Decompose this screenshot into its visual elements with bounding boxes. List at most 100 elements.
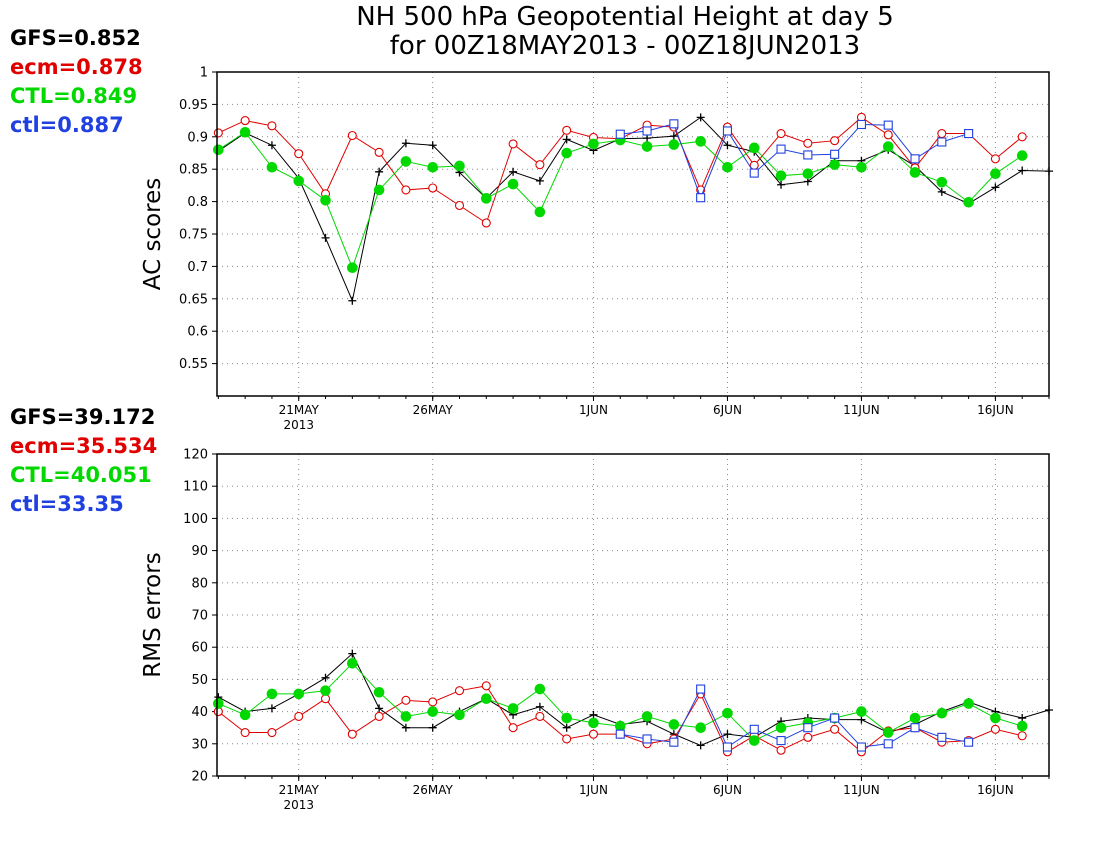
- data-point: [937, 137, 947, 147]
- data-point: [723, 141, 732, 150]
- data-point: [642, 126, 652, 136]
- y-tick-label: 70: [191, 609, 208, 624]
- y-tick-label: 60: [191, 641, 208, 656]
- data-point: [400, 156, 412, 167]
- data-point: [641, 141, 653, 152]
- data-point: [883, 130, 893, 140]
- data-point: [696, 741, 705, 750]
- data-point: [427, 706, 439, 717]
- data-point: [562, 734, 572, 744]
- y-tick-label: 0.85: [179, 163, 208, 178]
- data-point: [535, 160, 545, 170]
- data-point: [562, 125, 572, 135]
- data-point: [722, 707, 733, 719]
- data-point: [562, 723, 571, 732]
- y-tick-label: 20: [191, 770, 208, 785]
- series-line-gfs: [218, 652, 1050, 746]
- data-point: [588, 138, 599, 150]
- legend-ctl-lower: ctl=0.887: [10, 113, 124, 137]
- data-point: [829, 159, 840, 170]
- data-point: [775, 722, 787, 734]
- data-point: [803, 138, 813, 148]
- y-tick-label: 80: [191, 576, 208, 591]
- plot-frame: [216, 71, 1050, 397]
- y-tick-label: 90: [191, 544, 208, 559]
- data-point: [213, 144, 224, 156]
- rms-error-legend: GFS=39.172 ecm=35.534 CTL=40.051 ctl=33.…: [10, 403, 157, 519]
- data-point: [428, 723, 437, 732]
- legend-ecm: ecm=35.534: [10, 434, 158, 458]
- data-point: [990, 168, 1001, 180]
- data-point: [267, 704, 276, 713]
- y-tick-label: 0.6: [187, 325, 208, 340]
- data-point: [642, 734, 652, 744]
- data-point: [213, 128, 223, 138]
- data-point: [696, 684, 706, 694]
- x-tick-sublabel: 2013: [283, 798, 314, 812]
- data-point: [776, 144, 786, 154]
- data-point: [321, 233, 330, 242]
- data-point: [695, 136, 706, 147]
- y-tick-label: 0.9: [187, 130, 208, 145]
- data-point: [695, 722, 706, 734]
- data-point: [266, 161, 278, 173]
- series-ctl: [213, 658, 1028, 746]
- data-point: [802, 168, 814, 180]
- y-tick-label: 0.55: [179, 357, 208, 372]
- data-point: [614, 720, 626, 732]
- series-ctl: [213, 126, 1028, 273]
- plot-frame: [216, 453, 1050, 777]
- data-point: [507, 703, 519, 714]
- data-point: [401, 185, 411, 195]
- data-point: [882, 141, 894, 152]
- data-point: [909, 167, 921, 178]
- data-point: [775, 170, 787, 181]
- data-point: [910, 154, 920, 164]
- data-point: [615, 129, 625, 139]
- chart-title-line1: NH 500 hPa Geopotential Height at day 5: [356, 2, 894, 32]
- data-point: [401, 723, 410, 732]
- data-point: [428, 183, 438, 193]
- data-point: [454, 160, 465, 172]
- data-point: [373, 686, 385, 698]
- x-tick-label: 26MAY: [413, 403, 454, 417]
- data-point: [830, 149, 840, 159]
- data-point: [991, 183, 1000, 192]
- data-point: [856, 119, 866, 130]
- data-point: [535, 176, 544, 185]
- y-tick-label: 120: [183, 448, 208, 463]
- series-line-ecm: [218, 685, 1023, 753]
- data-point: [347, 130, 357, 141]
- x-tick-label: 16JUN: [977, 783, 1014, 797]
- series-line-gfs: [218, 116, 1050, 303]
- data-point: [294, 149, 304, 159]
- y-tick-label: 1: [200, 66, 208, 81]
- x-tick-label: 26MAY: [413, 783, 454, 797]
- data-point: [267, 121, 277, 131]
- ac-score-legend: GFS=0.852 ecm=0.878 CTL=0.849 ctl=0.887: [10, 24, 143, 140]
- data-point: [374, 147, 384, 157]
- data-point: [830, 136, 840, 146]
- legend-gfs: GFS=0.852: [10, 26, 141, 50]
- y-tick-label: 0.75: [179, 228, 208, 243]
- data-point: [428, 697, 438, 707]
- data-point: [266, 688, 278, 700]
- data-point: [347, 262, 358, 273]
- series-ctl: [615, 119, 974, 203]
- data-point: [1016, 150, 1028, 161]
- data-point: [480, 193, 492, 204]
- data-point: [267, 727, 277, 738]
- y-tick-label: 50: [191, 673, 208, 688]
- data-point: [293, 175, 305, 187]
- data-point: [454, 200, 465, 211]
- data-point: [803, 723, 813, 733]
- data-point: [803, 150, 813, 160]
- y-axis-label: RMS errors: [140, 552, 166, 677]
- data-point: [990, 154, 1000, 164]
- series-line-ctl: [620, 123, 969, 200]
- x-tick-label: 16JUN: [977, 403, 1014, 417]
- data-point: [267, 141, 276, 150]
- data-point: [722, 126, 733, 136]
- data-point: [375, 704, 384, 713]
